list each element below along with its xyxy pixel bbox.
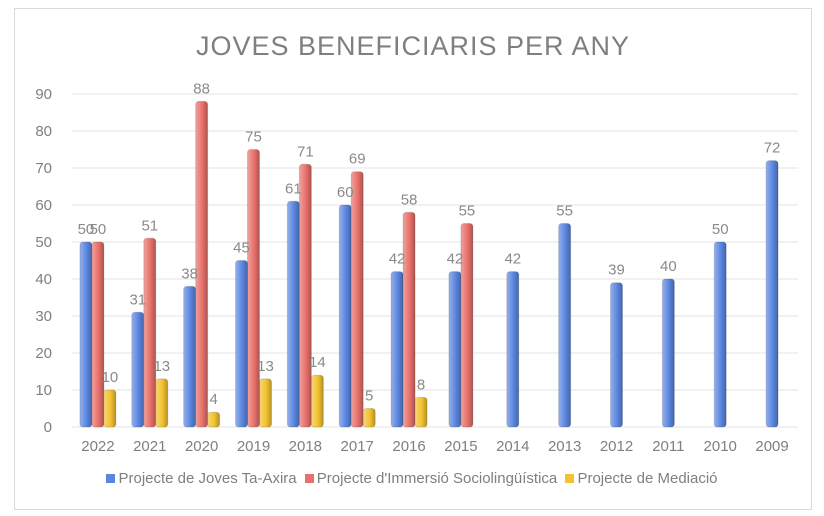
bar [248,150,260,428]
bar [156,379,168,427]
bar [339,205,351,427]
bar [662,279,674,427]
bar [507,272,519,427]
x-tick-label: 2015 [444,438,477,455]
data-label: 42 [504,251,521,268]
data-label: 4 [209,391,217,408]
x-tick-label: 2009 [755,438,788,455]
data-label: 14 [309,354,326,371]
bar [208,412,220,427]
bar [415,397,427,427]
legend-item-immersio: Projecte d'Immersió Sociolingüística [305,470,557,487]
data-label: 13 [153,358,170,375]
data-label: 8 [417,376,425,393]
bar [714,242,726,427]
x-tick-label: 2010 [704,438,737,455]
y-tick-label: 30 [35,308,52,325]
y-tick-label: 60 [35,197,52,214]
bar [196,101,208,427]
y-tick-label: 50 [35,234,52,251]
bar [132,312,144,427]
data-label: 71 [297,143,314,160]
bar [766,161,778,427]
x-tick-label: 2011 [652,438,684,455]
bar [403,212,415,427]
y-tick-label: 0 [44,419,52,436]
y-tick-label: 10 [35,382,52,399]
data-label: 31 [129,291,146,308]
data-label: 42 [447,251,464,268]
x-tick-label: 2021 [133,438,166,455]
y-tick-label: 20 [35,345,52,362]
legend-label: Projecte de Mediació [577,470,717,487]
x-tick-label: 2013 [548,438,581,455]
data-label: 13 [257,358,274,375]
data-label: 5 [365,388,373,405]
data-label: 60 [337,184,354,201]
y-tick-label: 40 [35,271,52,288]
bar [449,272,461,427]
data-label: 61 [285,180,302,197]
x-axis-ticks: 2022 2021 2020 2019 2018 2017 2016 2015 2014 2013… [81,438,789,455]
data-label: 40 [660,258,677,275]
legend-item-mediacio: Projecte de Mediació [565,470,717,487]
data-label: 69 [349,151,366,168]
bar [287,201,299,427]
data-label: 58 [401,191,418,208]
legend-swatch [106,474,115,483]
x-tick-label: 2014 [496,438,529,455]
x-tick-label: 2012 [600,438,633,455]
bar [559,224,571,428]
x-tick-label: 2019 [237,438,270,455]
data-label: 51 [141,217,158,234]
data-label: 10 [102,369,119,386]
bar [611,283,623,427]
data-label: 55 [459,203,476,220]
bar [351,172,363,427]
bar [92,242,104,427]
y-tick-label: 70 [35,160,52,177]
data-label: 72 [764,140,781,157]
bar [363,409,375,428]
data-label: 75 [245,129,262,146]
bar [391,272,403,427]
bar [80,242,92,427]
data-label: 42 [389,251,406,268]
x-tick-label: 2017 [341,438,374,455]
bar [236,261,248,428]
x-tick-label: 2016 [392,438,425,455]
bar [311,375,323,427]
legend-swatch [305,474,314,483]
y-tick-label: 90 [35,86,52,103]
legend-label: Projecte d'Immersió Sociolingüística [317,470,557,487]
data-label: 50 [90,221,107,238]
bar [184,286,196,427]
y-axis-ticks: 0 10 20 30 40 50 60 70 80 90 [35,86,52,436]
legend: Projecte de Joves Ta-Axira Projecte d'Im… [0,470,824,487]
data-label: 39 [608,262,625,279]
data-label: 50 [712,221,729,238]
bar [299,164,311,427]
bar [144,238,156,427]
x-tick-label: 2022 [81,438,114,455]
legend-swatch [565,474,574,483]
legend-item-ta-axira: Projecte de Joves Ta-Axira [106,470,296,487]
bar [260,379,272,427]
data-label: 38 [181,265,198,282]
x-tick-label: 2018 [289,438,322,455]
bar [104,390,116,427]
data-labels: 50 50 10 31 51 13 38 88 4 45 75 13 61 71 14 60 69 5 42 58 8 4… [78,80,781,408]
legend-label: Projecte de Joves Ta-Axira [118,470,296,487]
gridlines [72,94,798,427]
data-label: 55 [556,203,573,220]
data-label: 88 [193,80,210,97]
data-label: 45 [233,240,250,257]
y-tick-label: 80 [35,123,52,140]
x-tick-label: 2020 [185,438,218,455]
